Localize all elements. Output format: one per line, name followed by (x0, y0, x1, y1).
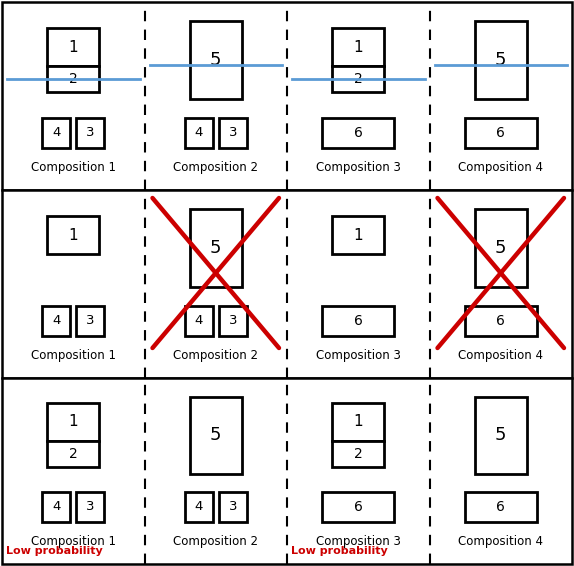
Text: Composition 2: Composition 2 (173, 161, 258, 174)
Bar (190, 397, 242, 474)
Bar (185, 118, 213, 148)
Bar (47, 403, 99, 441)
Text: 5: 5 (210, 426, 222, 444)
Text: 3: 3 (228, 315, 237, 328)
Bar (322, 492, 394, 522)
Text: Composition 2: Composition 2 (173, 349, 258, 362)
Bar (219, 118, 247, 148)
Text: Composition 4: Composition 4 (458, 161, 543, 174)
Text: 1: 1 (354, 228, 363, 242)
Text: 3: 3 (228, 126, 237, 139)
Bar (332, 441, 384, 467)
Bar (465, 492, 537, 522)
Bar (2, 378, 572, 564)
Text: Low probability: Low probability (6, 546, 103, 556)
Text: Composition 1: Composition 1 (31, 161, 116, 174)
Bar (332, 28, 384, 66)
Text: 1: 1 (68, 40, 78, 54)
Text: 4: 4 (52, 126, 60, 139)
Bar (332, 403, 384, 441)
Text: 4: 4 (195, 126, 203, 139)
Text: 6: 6 (497, 126, 505, 140)
Text: 5: 5 (495, 51, 506, 69)
Bar (190, 209, 242, 287)
Text: 6: 6 (354, 500, 363, 514)
Bar (185, 492, 213, 522)
Bar (2, 2, 572, 190)
Text: 1: 1 (68, 414, 78, 430)
Text: 4: 4 (195, 500, 203, 513)
Bar (47, 28, 99, 66)
Text: 6: 6 (497, 500, 505, 514)
Text: 4: 4 (52, 500, 60, 513)
Text: 3: 3 (228, 500, 237, 513)
Text: 1: 1 (68, 228, 78, 242)
Bar (47, 66, 99, 92)
Bar (42, 118, 70, 148)
Text: 5: 5 (210, 51, 222, 69)
Bar (332, 216, 384, 254)
Bar (185, 306, 213, 336)
Bar (465, 118, 537, 148)
Text: 2: 2 (354, 447, 363, 461)
Bar (322, 118, 394, 148)
Text: 5: 5 (495, 426, 506, 444)
Bar (219, 492, 247, 522)
Text: 2: 2 (354, 72, 363, 86)
Bar (190, 21, 242, 99)
Bar (42, 492, 70, 522)
Bar (76, 118, 104, 148)
Bar (47, 216, 99, 254)
Text: 4: 4 (195, 315, 203, 328)
Text: 3: 3 (86, 315, 95, 328)
Bar (219, 306, 247, 336)
Bar (465, 306, 537, 336)
Text: Composition 4: Composition 4 (458, 349, 543, 362)
Text: 2: 2 (69, 72, 77, 86)
Bar (322, 306, 394, 336)
Bar (76, 306, 104, 336)
Bar (2, 190, 572, 378)
Text: Composition 4: Composition 4 (458, 535, 543, 548)
Text: 5: 5 (210, 239, 222, 257)
Text: Composition 3: Composition 3 (316, 535, 401, 548)
Text: 1: 1 (354, 40, 363, 54)
Text: Composition 3: Composition 3 (316, 349, 401, 362)
Bar (47, 441, 99, 467)
Text: 3: 3 (86, 126, 95, 139)
Text: Low probability: Low probability (291, 546, 388, 556)
Text: Composition 3: Composition 3 (316, 161, 401, 174)
Text: 2: 2 (69, 447, 77, 461)
Text: 1: 1 (354, 414, 363, 430)
Bar (76, 492, 104, 522)
Text: 6: 6 (354, 126, 363, 140)
Text: 4: 4 (52, 315, 60, 328)
Text: Composition 1: Composition 1 (31, 535, 116, 548)
Bar (42, 306, 70, 336)
Text: Composition 2: Composition 2 (173, 535, 258, 548)
Text: 6: 6 (497, 314, 505, 328)
Text: Composition 1: Composition 1 (31, 349, 116, 362)
Bar (475, 21, 527, 99)
Bar (475, 397, 527, 474)
Text: 6: 6 (354, 314, 363, 328)
Text: 5: 5 (495, 239, 506, 257)
Text: 3: 3 (86, 500, 95, 513)
Bar (475, 209, 527, 287)
Bar (332, 66, 384, 92)
